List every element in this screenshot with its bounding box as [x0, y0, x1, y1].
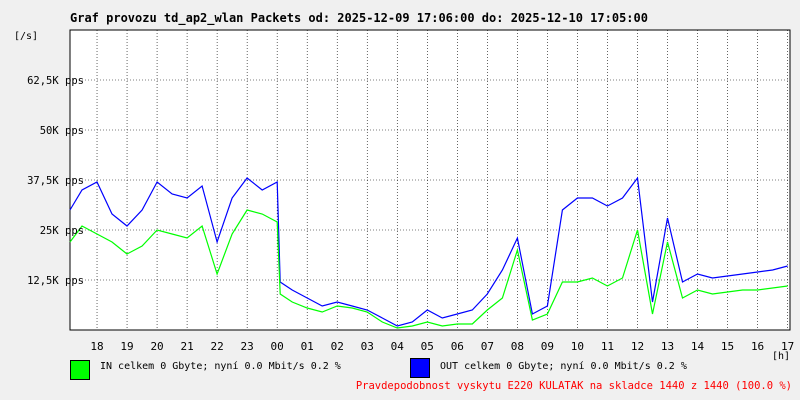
legend-swatch-out [410, 358, 430, 378]
x-tick-label: 15 [721, 340, 734, 353]
footer-note: Pravdepodobnost vyskytu E220 KULATAK na … [355, 380, 792, 392]
x-tick-label: 05 [421, 340, 434, 353]
legend-label-out: OUT celkem 0 Gbyte; nyní 0.0 Mbit/s 0.2 … [440, 361, 687, 372]
y-axis: 12,5K pps 25K pps 37,5K pps 50K pps 62,5K pp… [27, 75, 84, 287]
x-tick-label: 13 [661, 340, 674, 353]
y-tick-label: 62,5K pps [27, 75, 84, 87]
x-tick-label: 20 [150, 340, 163, 353]
x-tick-label: 06 [451, 340, 464, 353]
legend-label-in: IN celkem 0 Gbyte; nyní 0.0 Mbit/s 0.2 % [100, 361, 341, 372]
x-tick-label: 09 [541, 340, 554, 353]
x-tick-label: 22 [210, 340, 223, 353]
y-axis-unit: [/s] [14, 31, 39, 42]
x-tick-label: 07 [481, 340, 494, 353]
x-tick-label: 21 [180, 340, 193, 353]
x-tick-label: 03 [361, 340, 374, 353]
y-tick-label: 50K pps [40, 125, 84, 137]
x-tick-label: 12 [631, 340, 644, 353]
grid [70, 30, 790, 330]
series-group [69, 176, 788, 329]
series-line-out [69, 176, 788, 327]
legend-swatch-in [70, 360, 90, 380]
x-tick-label: 04 [391, 340, 405, 353]
series-line-in [69, 209, 788, 329]
x-tick-label: 17 [781, 340, 794, 353]
x-axis-unit: [h] [772, 351, 791, 362]
x-tick-label: 16 [751, 340, 764, 353]
x-tick-label: 18 [90, 340, 103, 353]
x-tick-label: 00 [271, 340, 284, 353]
x-tick-label: 23 [241, 340, 254, 353]
x-tick-label: 10 [571, 340, 584, 353]
x-tick-label: 02 [331, 340, 344, 353]
x-axis: 18 19 20 21 22 23 00 01 02 03 04 05 06 07 08 09 10 11 12 13… [90, 340, 794, 353]
x-tick-label: 08 [511, 340, 524, 353]
chart-title: Graf provozu td_ap2_wlan Packets od: 202… [70, 11, 648, 25]
x-tick-label: 14 [691, 340, 705, 353]
y-tick-label: 25K pps [40, 225, 84, 237]
x-tick-label: 19 [120, 340, 133, 353]
x-tick-label: 11 [601, 340, 614, 353]
y-tick-label: 12,5K pps [27, 275, 84, 287]
x-tick-label: 01 [301, 340, 314, 353]
y-tick-label: 37,5K pps [27, 175, 84, 187]
